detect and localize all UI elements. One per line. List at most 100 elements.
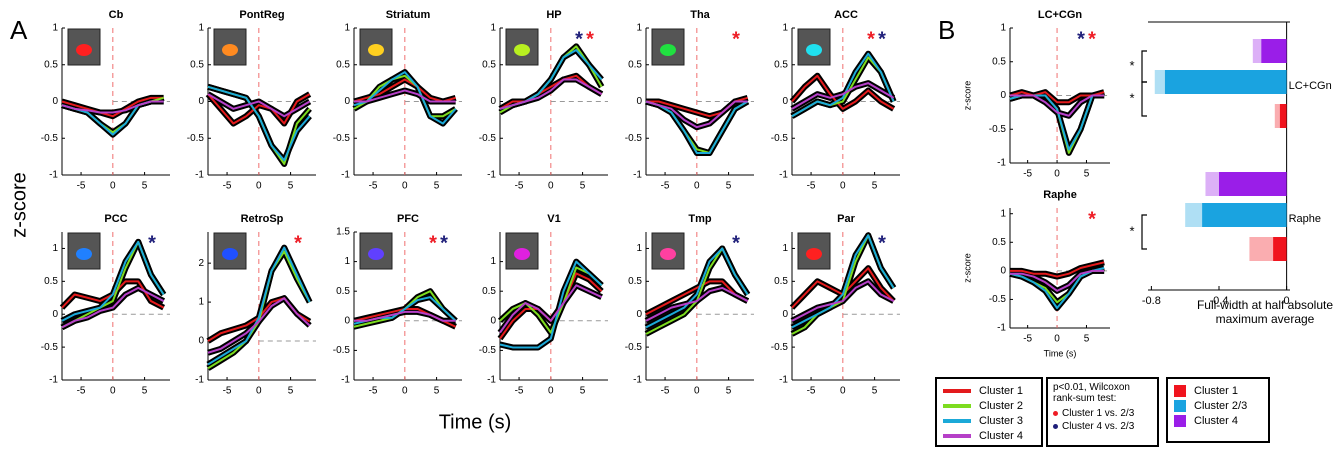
x-tick-label: 0 (402, 386, 408, 397)
y-tick-label: 0 (636, 96, 642, 107)
brain-region (660, 248, 676, 260)
series-line (1009, 91, 1105, 104)
significance-marker: * (440, 232, 448, 254)
y-tick-label: -1 (341, 170, 350, 181)
x-tick-label: 0 (694, 181, 700, 192)
y-tick-label: 1 (344, 256, 350, 267)
significance-marker: * (1129, 223, 1134, 238)
x-tick-label: -5 (223, 386, 232, 397)
brain-region (806, 248, 822, 260)
x-tick-label: 5 (142, 181, 148, 192)
series-line (791, 52, 895, 118)
significance-marker: * (732, 232, 740, 254)
bar (1164, 70, 1287, 94)
panel-title: Raphe (1043, 189, 1077, 201)
y-tick-label: 1 (1000, 23, 1006, 34)
x-tick-label: -5 (77, 386, 86, 397)
series-line (207, 93, 311, 118)
panel-title: Striatum (386, 9, 431, 21)
x-tick-label: 5 (434, 181, 440, 192)
y-tick-label: 1 (198, 297, 204, 308)
y-tick-label: -1 (779, 375, 788, 386)
brain-inset (797, 28, 831, 66)
y-tick-label: 0 (198, 96, 204, 107)
series-line (207, 85, 311, 162)
y-tick-label: -1 (195, 375, 204, 386)
x-tick-label: 5 (872, 181, 878, 192)
legend-label: Cluster 2 (979, 399, 1024, 412)
x-tick-label: 0 (548, 181, 554, 192)
brain-region (806, 44, 822, 56)
y-tick-label: 1 (490, 256, 496, 267)
panel-label: A (10, 15, 28, 45)
panel-title: LC+CGn (1038, 9, 1083, 21)
y-tick-label: -1 (49, 170, 58, 181)
x-tick-label: 0 (694, 386, 700, 397)
y-tick-label: 0.5 (336, 286, 350, 297)
y-tick-label: 0 (782, 96, 788, 107)
stats-label: Cluster 1 vs. 2/3 (1062, 408, 1135, 419)
y-tick-label: 1 (52, 243, 58, 254)
sem-band (207, 83, 312, 167)
significance-bracket (1141, 81, 1147, 117)
legend-label: Cluster 1 (1194, 384, 1239, 397)
panel-title: Cb (109, 9, 124, 21)
bar-error (1154, 70, 1165, 94)
x-tick-label: -5 (369, 181, 378, 192)
panel-title: RetroSp (241, 213, 284, 225)
bar-error (1249, 237, 1274, 261)
y-tick-label: -0.5 (625, 342, 643, 353)
significance-marker: * (1088, 28, 1096, 50)
y-tick-label: -0.5 (479, 345, 497, 356)
stats-legend-items: Cluster 1 vs. 2/3 Cluster 4 vs. 2/3 (1053, 407, 1152, 433)
x-tick-label: 5 (872, 386, 878, 397)
series-line (61, 96, 164, 118)
series-line (791, 82, 895, 110)
series-line (354, 310, 456, 322)
y-tick-label: 1 (490, 23, 496, 34)
y-tick-label: 0.5 (44, 59, 58, 70)
significance-marker: * (148, 232, 156, 254)
y-tick-label: -1 (49, 375, 58, 386)
y-tick-label: 0 (636, 309, 642, 320)
panel-title: PFC (397, 213, 419, 225)
panel-title: PCC (104, 213, 127, 225)
stats-legend: p<0.01, Wilcoxon rank-sum test: Cluster … (1046, 377, 1159, 447)
x-tick-label: 5 (726, 386, 732, 397)
y-tick-label: 1 (344, 23, 350, 34)
legend-label: Cluster 2/3 (1194, 399, 1248, 412)
y-tick-label: 1 (1000, 208, 1006, 219)
significance-marker: * (732, 28, 740, 50)
brain-inset (651, 28, 685, 66)
series-line (499, 78, 603, 110)
x-tick-label: -5 (515, 181, 524, 192)
x-tick-label: 0 (1054, 334, 1060, 345)
y-tick-label: 0 (782, 309, 788, 320)
legend-swatch (1174, 414, 1186, 427)
x-tick-label: 0 (1054, 169, 1060, 180)
x-tick-label: 5 (580, 181, 586, 192)
x-tick-label: 0 (548, 386, 554, 397)
significance-marker: * (1129, 90, 1134, 105)
y-tick-label: 0 (198, 336, 204, 347)
y-tick-label: 0.5 (628, 276, 642, 287)
y-tick-label: 1 (782, 23, 788, 34)
panel-title: ACC (834, 9, 858, 21)
brain-inset (505, 28, 539, 66)
legend-swatch (1174, 399, 1186, 412)
x-tick-label: -5 (1023, 334, 1032, 345)
brain-inset (67, 28, 101, 66)
legend-swatch (1174, 384, 1186, 397)
series-line (645, 247, 749, 329)
bar-error (1185, 203, 1203, 227)
x-tick-label: 0 (256, 181, 262, 192)
stats-entry: Cluster 1 vs. 2/3 (1053, 407, 1152, 420)
legend-label: Cluster 4 (979, 429, 1024, 442)
y-axis-label: z-score (962, 81, 972, 111)
y-tick-label: 0 (1000, 90, 1006, 101)
legend-entry: Cluster 2 (943, 398, 1035, 413)
x-tick-label: -0.8 (1142, 295, 1161, 307)
brain-region (76, 44, 92, 56)
legend-swatch (943, 433, 971, 438)
